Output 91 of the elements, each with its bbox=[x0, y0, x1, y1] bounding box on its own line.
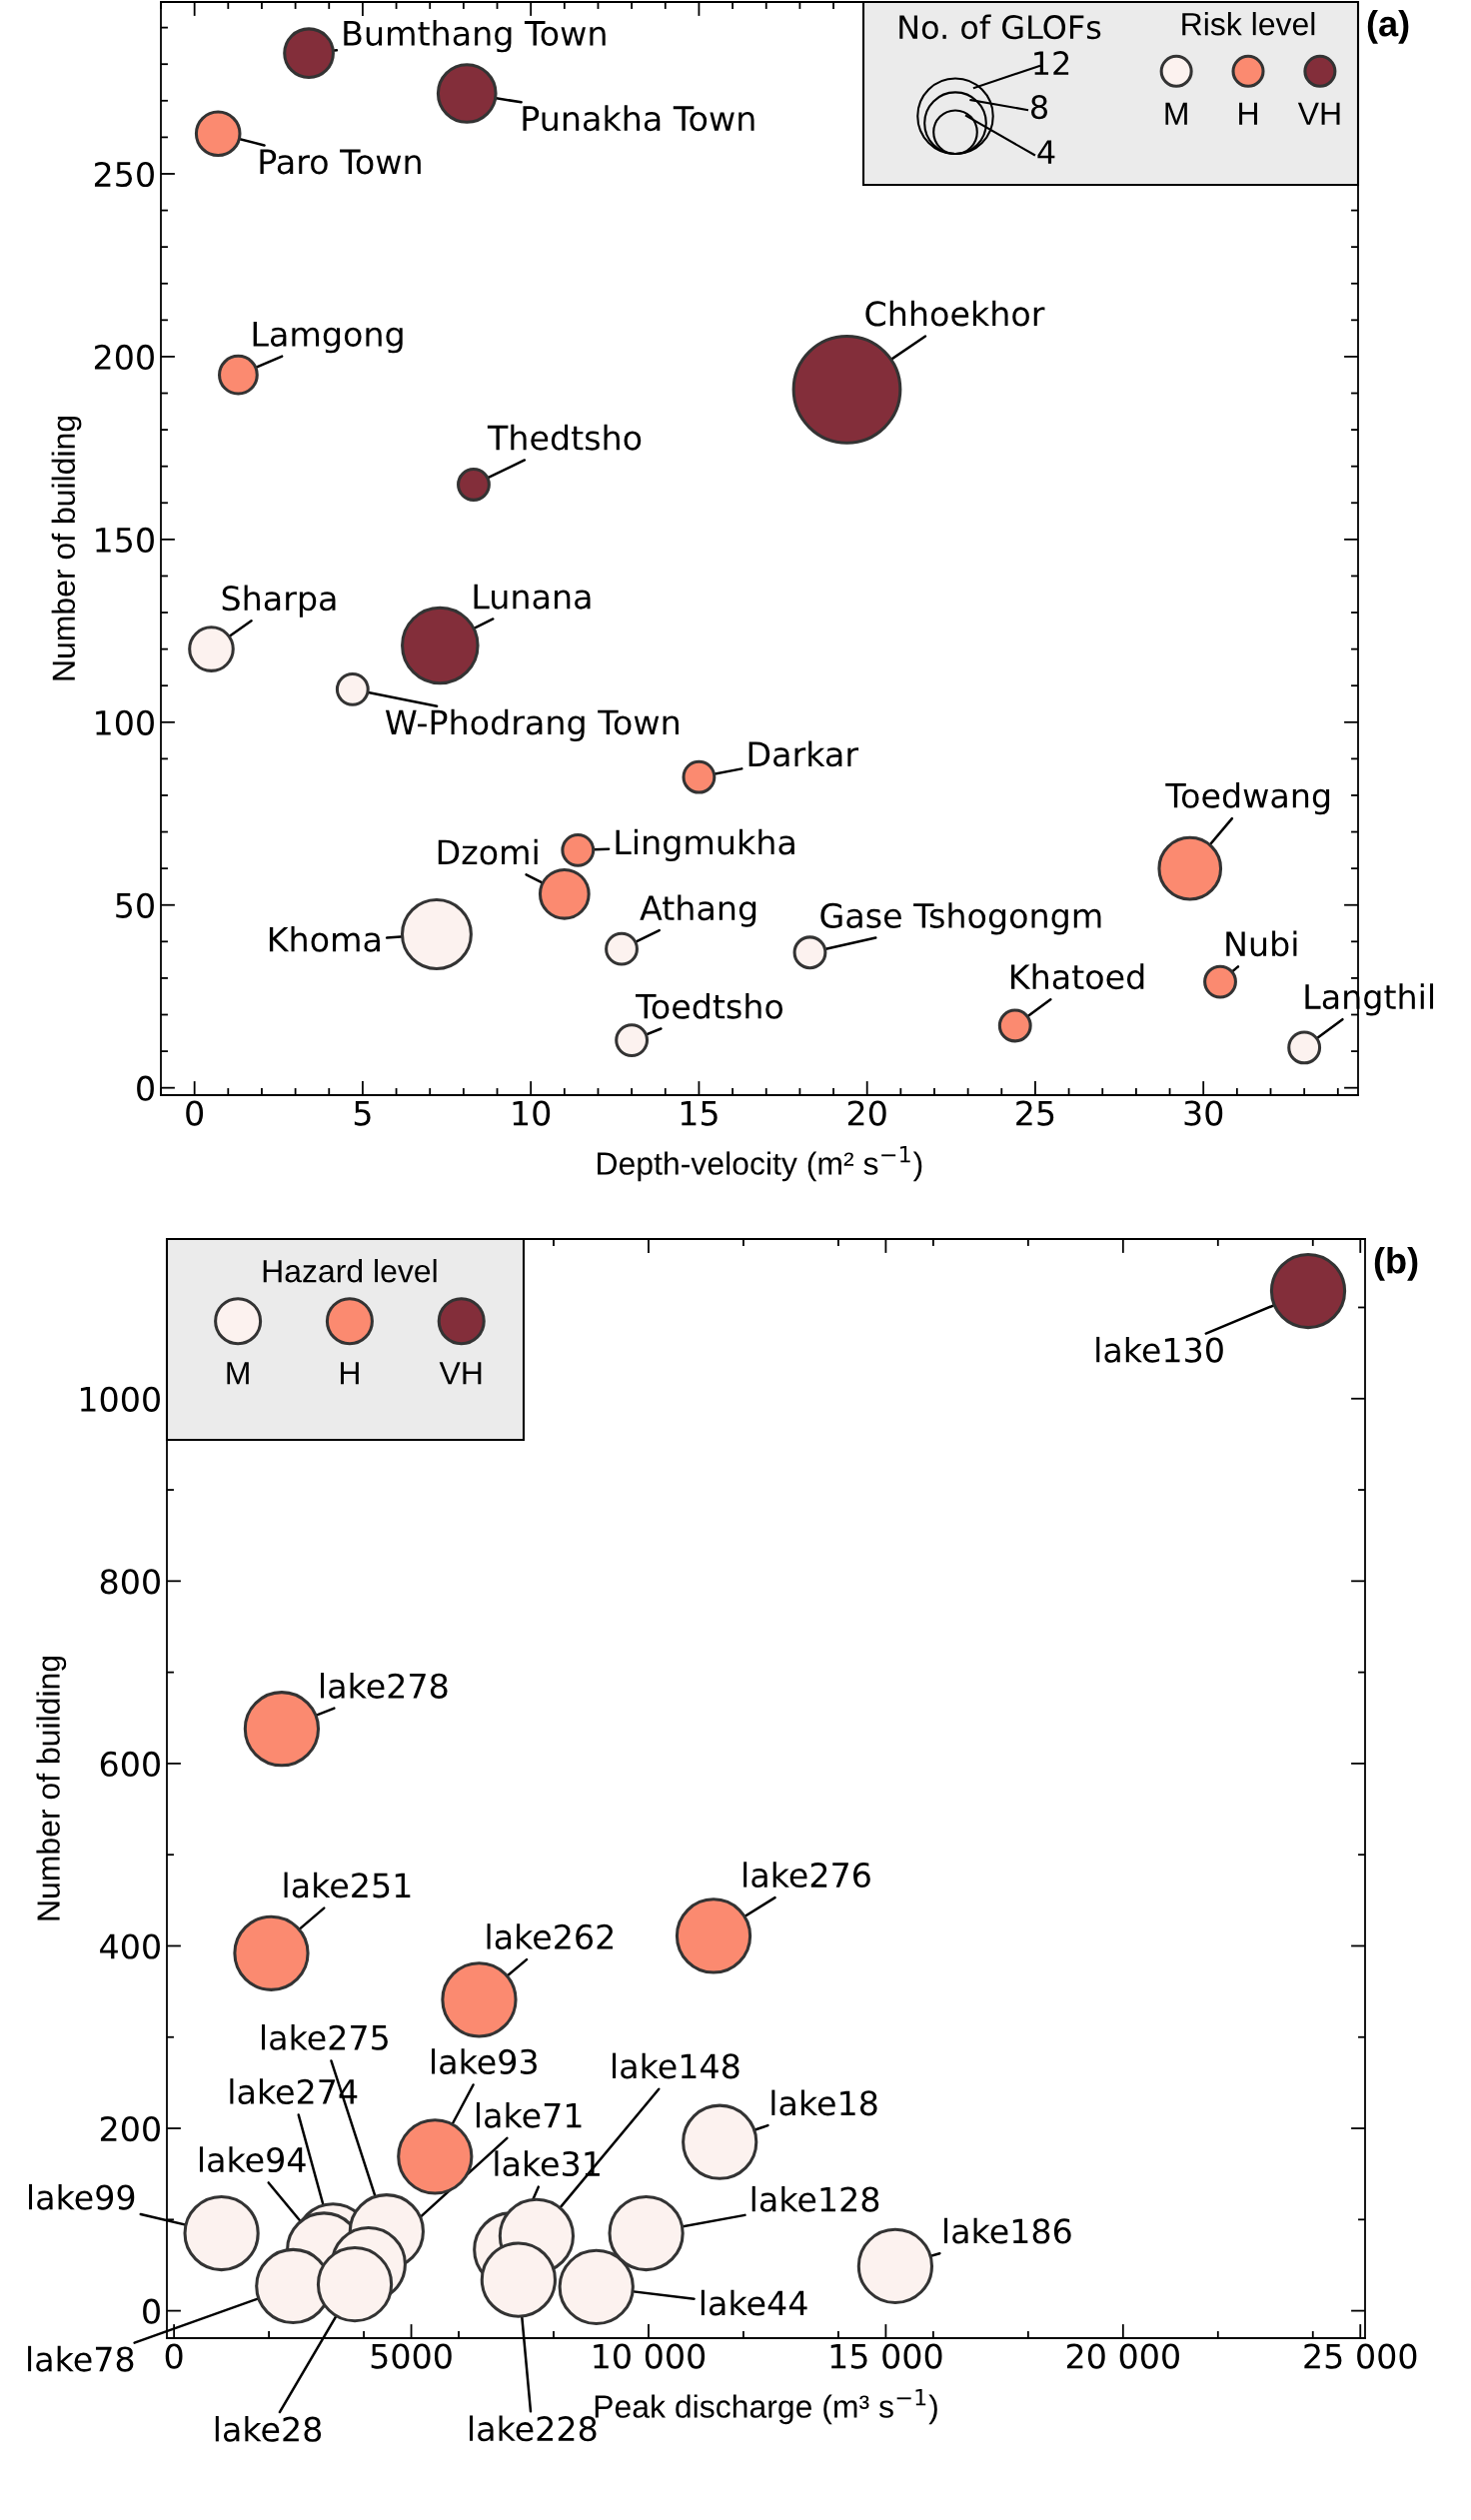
annotation: lake99 bbox=[29, 2183, 135, 2210]
x-axis-title: Peak discharge (m³ s$^{−1}$) bbox=[595, 2389, 937, 2425]
annotation: lake130 bbox=[1096, 1336, 1223, 1363]
legend-label: M bbox=[227, 1362, 249, 1385]
annotation: lake148 bbox=[613, 2052, 739, 2079]
annotation: lake18 bbox=[771, 2089, 877, 2116]
annotation: Paro Town bbox=[260, 149, 421, 175]
annotation: lake44 bbox=[701, 2289, 807, 2316]
x-tick-label: 0 bbox=[165, 2343, 183, 2369]
annotation: Lunana bbox=[474, 584, 591, 610]
x-tick-label: 0 bbox=[186, 1100, 204, 1126]
x-tick-label: 10 bbox=[513, 1100, 551, 1126]
annotation: No. of GLOFs bbox=[899, 14, 1101, 40]
y-tick-label: 200 bbox=[94, 344, 154, 371]
legend-label: M bbox=[1165, 102, 1187, 125]
point bbox=[675, 1897, 752, 1974]
point bbox=[480, 2241, 557, 2318]
y-axis-title: Number of building bbox=[36, 1656, 67, 1920]
legend-label: 8 bbox=[1031, 95, 1047, 120]
point bbox=[856, 2227, 934, 2305]
legend-title: Risk level bbox=[1182, 12, 1315, 36]
annotation: lake94 bbox=[199, 2146, 306, 2173]
annotation: Sharpa bbox=[222, 585, 336, 618]
annotation: lake93 bbox=[432, 2048, 537, 2075]
annotation: Lamgong bbox=[253, 322, 403, 354]
annotation: lake262 bbox=[487, 1923, 614, 1949]
annotation: lake78 bbox=[28, 2345, 134, 2372]
y-tick-label: 200 bbox=[100, 2115, 160, 2142]
annotation: lake275 bbox=[262, 2024, 388, 2050]
point bbox=[558, 2248, 635, 2326]
annotation: lake71 bbox=[476, 2101, 582, 2128]
y-tick-label: 250 bbox=[94, 161, 154, 188]
point bbox=[441, 1961, 518, 2038]
annotation: lake28 bbox=[215, 2416, 322, 2442]
y-axis-title: Number of building bbox=[51, 416, 82, 680]
legend-label: H bbox=[1239, 102, 1257, 125]
annotation: Bumthang Town bbox=[344, 20, 606, 53]
y-tick-label: 0 bbox=[143, 2298, 160, 2324]
x-tick-label: 20 000 bbox=[1066, 2343, 1179, 2369]
annotation: Punakha Town bbox=[523, 105, 754, 132]
x-tick-label: 5 bbox=[354, 1100, 371, 1126]
y-tick-label: 0 bbox=[137, 1075, 154, 1101]
annotation: Toedtsho bbox=[636, 992, 783, 1019]
annotation: lake228 bbox=[470, 2415, 597, 2442]
point bbox=[233, 1914, 310, 1991]
y-tick-label: 50 bbox=[116, 892, 154, 918]
legend-label: VH bbox=[1297, 102, 1340, 125]
x-tick-label: 15 000 bbox=[830, 2343, 942, 2369]
point bbox=[1269, 1252, 1347, 1330]
x-tick-label: 30 bbox=[1184, 1100, 1223, 1126]
x-axis-title: Depth-velocity (m² s$^{−1}$) bbox=[598, 1146, 922, 1182]
x-tick-label: 20 bbox=[847, 1100, 886, 1126]
point bbox=[608, 2194, 685, 2272]
annotation: Khoma bbox=[269, 925, 380, 952]
annotation: W-Phodrang Town bbox=[385, 708, 679, 741]
legend-label: 4 bbox=[1037, 140, 1055, 164]
y-tick-label: 400 bbox=[100, 1933, 160, 1959]
y-tick-label: 800 bbox=[100, 1569, 160, 1595]
x-tick-label: 15 bbox=[681, 1100, 718, 1126]
legend-title: Hazard level bbox=[263, 1259, 437, 1283]
annotation: lake186 bbox=[944, 2217, 1071, 2244]
annotation: Thedtsho bbox=[487, 424, 642, 451]
x-tick-label: 25 000 bbox=[1304, 2343, 1417, 2369]
annotation: Toedwang bbox=[1165, 782, 1330, 815]
legend-label: 12 bbox=[1034, 51, 1069, 75]
point bbox=[682, 2103, 758, 2180]
annotation: lake251 bbox=[284, 1872, 411, 1898]
annotation: Lingmukha bbox=[616, 828, 794, 861]
y-tick-label: 150 bbox=[96, 527, 154, 553]
chart-title: (b) bbox=[1374, 1247, 1418, 1281]
chart-title: (a) bbox=[1367, 10, 1409, 44]
y-tick-label: 100 bbox=[96, 709, 154, 735]
x-tick-label: 10 000 bbox=[594, 2343, 706, 2369]
annotation: lake278 bbox=[321, 1673, 448, 1699]
annotation: Khatoed bbox=[1011, 963, 1144, 990]
annotation: Nubi bbox=[1226, 930, 1297, 957]
point bbox=[243, 1691, 321, 1768]
legend-label: H bbox=[341, 1362, 359, 1385]
y-tick-label: 600 bbox=[100, 1751, 160, 1778]
annotation: Darkar bbox=[748, 740, 859, 767]
annotation: Dzomi bbox=[438, 838, 538, 865]
annotation: Athang bbox=[640, 894, 756, 927]
point bbox=[183, 2194, 260, 2272]
x-tick-label: 5000 bbox=[371, 2343, 452, 2369]
legend-label: VH bbox=[439, 1362, 482, 1385]
annotation: lake128 bbox=[751, 2185, 879, 2212]
annotation: Chhoekhor bbox=[865, 300, 1045, 327]
x-tick-label: 25 bbox=[1016, 1100, 1054, 1126]
y-tick-label: 1000 bbox=[80, 1386, 160, 1412]
annotation: lake276 bbox=[743, 1862, 870, 1889]
annotation: Gase Tshogongm bbox=[820, 902, 1101, 935]
